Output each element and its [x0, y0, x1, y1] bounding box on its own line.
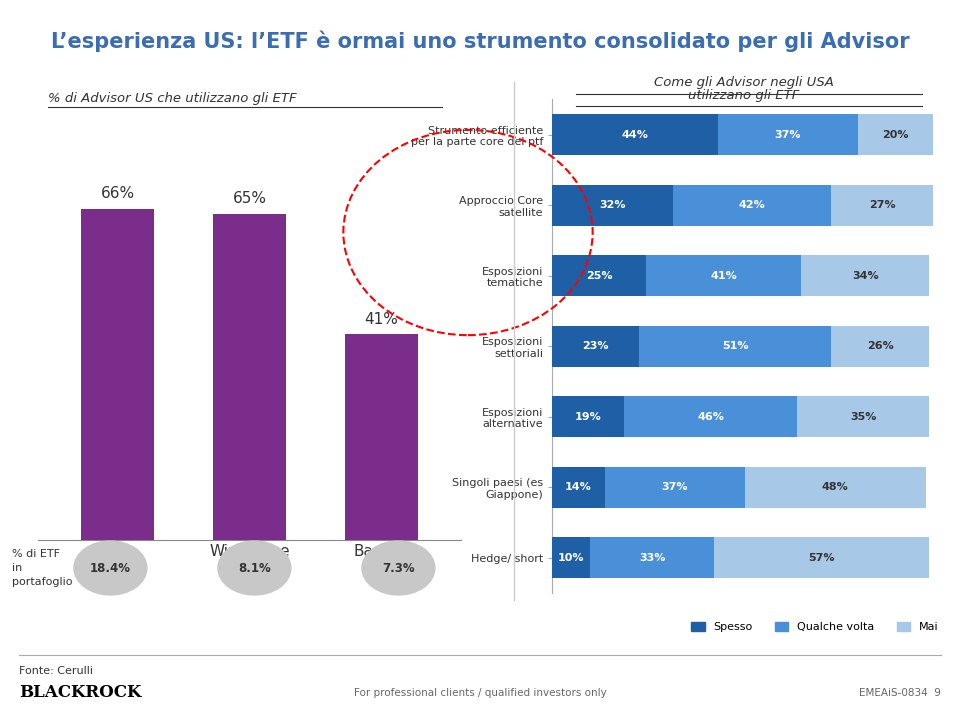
Text: 33%: 33%: [638, 552, 665, 562]
Text: 48%: 48%: [822, 482, 849, 492]
Bar: [798, 396, 929, 437]
Text: 14%: 14%: [565, 482, 591, 492]
Text: % di ETF
in
portafoglio: % di ETF in portafoglio: [12, 549, 72, 587]
Text: 37%: 37%: [661, 482, 688, 492]
Text: 65%: 65%: [232, 191, 267, 207]
Bar: [552, 114, 718, 155]
Bar: [802, 255, 929, 296]
Bar: [714, 537, 929, 578]
Bar: [552, 466, 605, 508]
Bar: [718, 114, 857, 155]
Text: 34%: 34%: [852, 271, 878, 280]
Text: BLACKROCK: BLACKROCK: [19, 684, 141, 701]
Bar: [745, 466, 925, 508]
Text: EMEAiS-0834  9: EMEAiS-0834 9: [859, 687, 941, 697]
Bar: [552, 326, 638, 366]
Text: 27%: 27%: [869, 200, 896, 210]
Bar: [82, 209, 154, 540]
Text: Fonte: Cerulli: Fonte: Cerulli: [19, 666, 93, 676]
Bar: [552, 185, 673, 226]
Bar: [857, 114, 933, 155]
Text: 26%: 26%: [867, 341, 894, 351]
Text: 46%: 46%: [697, 412, 724, 422]
Text: 41%: 41%: [365, 312, 398, 327]
Text: 42%: 42%: [738, 200, 765, 210]
Bar: [831, 326, 929, 366]
Text: For professional clients / qualified investors only: For professional clients / qualified inv…: [353, 687, 607, 697]
Text: 8.1%: 8.1%: [238, 562, 271, 574]
Text: 10%: 10%: [558, 552, 584, 562]
Text: 44%: 44%: [622, 130, 649, 140]
Text: 18.4%: 18.4%: [90, 562, 131, 574]
Text: 20%: 20%: [882, 130, 909, 140]
Text: Il 62% degli Advisor negli USA ritiene gli ETF strumenti complementari ai fondi : Il 62% degli Advisor negli USA ritiene g…: [96, 618, 864, 633]
Bar: [552, 255, 646, 296]
Text: % di Advisor US che utilizzano gli ETF: % di Advisor US che utilizzano gli ETF: [48, 92, 297, 105]
Text: 19%: 19%: [574, 412, 601, 422]
Text: 37%: 37%: [775, 130, 802, 140]
Legend: Spesso, Qualche volta, Mai: Spesso, Qualche volta, Mai: [687, 618, 943, 637]
Bar: [638, 326, 831, 366]
Bar: [605, 466, 745, 508]
Bar: [552, 537, 589, 578]
Text: 66%: 66%: [101, 186, 134, 202]
Bar: [624, 396, 798, 437]
Bar: [831, 185, 933, 226]
Bar: [346, 334, 418, 540]
Bar: [646, 255, 802, 296]
Text: 57%: 57%: [808, 552, 835, 562]
Bar: [673, 185, 831, 226]
Text: 7.3%: 7.3%: [382, 562, 415, 574]
Text: 41%: 41%: [710, 271, 737, 280]
Text: 35%: 35%: [851, 412, 876, 422]
Text: utilizzano gli ETF: utilizzano gli ETF: [688, 89, 800, 102]
Text: 25%: 25%: [586, 271, 612, 280]
Text: 32%: 32%: [599, 200, 626, 210]
Bar: [552, 396, 624, 437]
Text: 51%: 51%: [722, 341, 749, 351]
Bar: [589, 537, 714, 578]
Text: 23%: 23%: [582, 341, 609, 351]
Bar: [213, 214, 286, 540]
Text: Come gli Advisor negli USA: Come gli Advisor negli USA: [654, 77, 834, 89]
Text: L’esperienza US: l’ETF è ormai uno strumento consolidato per gli Advisor: L’esperienza US: l’ETF è ormai uno strum…: [51, 30, 909, 52]
